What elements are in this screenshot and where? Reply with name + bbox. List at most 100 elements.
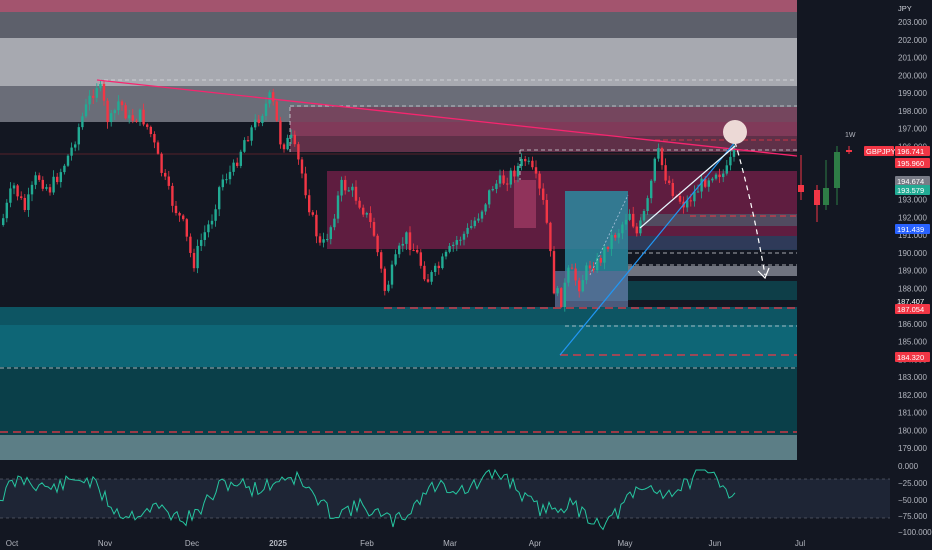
oscillator-panel [0, 460, 890, 532]
price-tick: 181.000 [898, 409, 927, 418]
candle [423, 261, 426, 282]
candle [322, 232, 325, 248]
candle [81, 112, 84, 130]
candle [578, 277, 581, 298]
price-tick: 182.000 [898, 391, 927, 400]
candle [264, 97, 268, 121]
time-tick: Oct [6, 539, 19, 548]
candle [38, 172, 41, 182]
candle [48, 184, 52, 196]
candle [207, 220, 210, 238]
candle [516, 162, 520, 183]
level-lines [0, 79, 797, 433]
candle [606, 246, 610, 252]
oscillator-tick: −100.000 [898, 528, 932, 537]
candle [365, 211, 368, 218]
candle [545, 193, 548, 225]
candle [387, 280, 390, 293]
candle [221, 174, 224, 191]
price-tick: 201.000 [898, 54, 927, 63]
candle [696, 184, 700, 193]
candle [642, 208, 646, 223]
candle [563, 278, 566, 312]
oscillator-tick: −75.000 [898, 512, 928, 521]
candle [556, 286, 559, 297]
candle [398, 242, 401, 258]
candle [315, 210, 318, 244]
candle [282, 142, 286, 153]
candle [369, 206, 372, 228]
candle [272, 88, 275, 106]
oscillator-tick: −50.000 [898, 496, 928, 505]
supply-demand-zones [0, 0, 797, 460]
candle [297, 141, 300, 165]
time-tick: Mar [443, 539, 457, 548]
candle [635, 222, 638, 237]
candle [671, 178, 674, 199]
price-tag: GBPJPY [864, 146, 896, 156]
candle [650, 179, 653, 204]
candle [27, 187, 30, 217]
candle [362, 204, 365, 218]
candle [570, 263, 574, 270]
price-axis[interactable] [890, 0, 932, 550]
oscillator-tick: −25.000 [898, 479, 928, 488]
candle [621, 221, 624, 240]
candle [477, 213, 480, 223]
candle [192, 248, 196, 272]
candle [610, 229, 613, 256]
candle [92, 89, 95, 105]
candle [257, 114, 260, 127]
candle [448, 243, 451, 254]
candle [88, 90, 91, 111]
candle [106, 98, 109, 129]
candle [426, 274, 430, 283]
currency-label: JPY [898, 4, 912, 13]
candle [200, 233, 203, 252]
time-tick: Feb [360, 539, 374, 548]
candle [239, 149, 242, 169]
candle [45, 184, 48, 191]
trendlines [96, 79, 798, 356]
candle [120, 99, 124, 111]
candle [59, 168, 62, 188]
candle [480, 209, 484, 223]
candle [434, 263, 437, 277]
price-tag: 184.320 [895, 352, 930, 362]
candle [12, 182, 16, 195]
candle [531, 156, 534, 170]
price-tick: 192.000 [898, 213, 927, 222]
candle [23, 194, 26, 213]
candle [2, 213, 5, 227]
candle [596, 253, 599, 274]
target-marker [723, 120, 747, 144]
candle [711, 177, 714, 183]
candle [290, 129, 293, 145]
candle [16, 183, 19, 201]
weekly-candle [798, 155, 804, 200]
candle [408, 226, 412, 256]
price-tag-text: GBPJPY [866, 147, 896, 156]
candle [135, 118, 138, 123]
candle [383, 266, 386, 296]
candle [488, 189, 491, 209]
candle [218, 185, 221, 217]
candle [214, 204, 217, 227]
candle [718, 168, 721, 183]
candle [110, 109, 113, 127]
candle [34, 171, 37, 190]
candle [484, 203, 487, 215]
candle [275, 100, 278, 122]
candle [552, 246, 556, 295]
candle [707, 177, 710, 192]
candle [246, 136, 250, 142]
candle [542, 183, 545, 205]
candle [56, 172, 59, 185]
candle [509, 167, 512, 188]
candle [254, 114, 257, 131]
candle [430, 270, 433, 285]
candle [351, 183, 354, 197]
candle [394, 249, 397, 267]
